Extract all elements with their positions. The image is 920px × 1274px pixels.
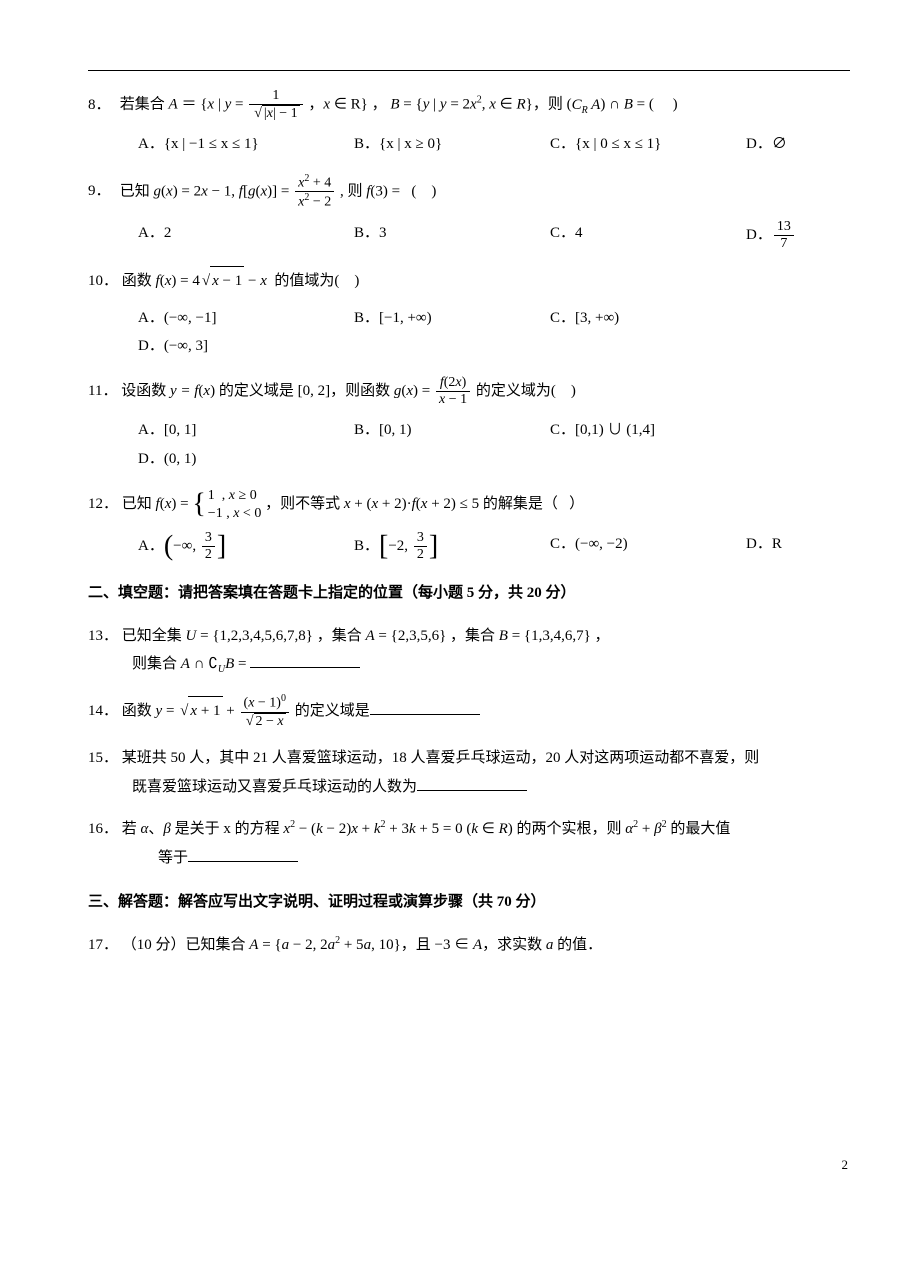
q10-opt-a: A．(−∞, −1]	[138, 304, 308, 333]
q13-line2: 则集合 A ∩ ∁UB =	[132, 650, 850, 679]
question-12: 12． 已知 f(x) = {1 , x ≥ 0−1 , x < 0 ，则不等式…	[88, 487, 850, 522]
q14-num: 14．	[88, 697, 118, 726]
page-number: 2	[842, 1153, 849, 1178]
top-rule	[88, 70, 850, 71]
q16-line2: 等于	[158, 844, 850, 873]
section-3-heading: 三、解答题：解答应写出文字说明、证明过程或演算步骤（共 70 分）	[88, 888, 850, 917]
q8-opt-d: D．∅	[746, 130, 787, 159]
q9-opt-b: B．3	[354, 219, 504, 252]
question-9: 9． 已知 g(x) = 2x − 1, f[g(x)] = x2 + 4x2 …	[88, 173, 850, 212]
q8-opt-c: C．{x | 0 ≤ x ≤ 1}	[550, 130, 700, 159]
question-15: 15． 某班共 50 人，其中 21 人喜爱篮球运动，18 人喜爱乒乓球运动，2…	[88, 744, 850, 801]
q12-num: 12．	[88, 490, 118, 519]
q17-num: 17．	[88, 931, 118, 960]
q12-opt-c: C．(−∞, −2)	[550, 530, 700, 563]
q12-opt-b: B．[−2, 32]	[354, 530, 504, 563]
q15-line1: 某班共 50 人，其中 21 人喜爱篮球运动，18 人喜爱乒乓球运动，20 人对…	[122, 750, 760, 766]
question-17: 17． （10 分）已知集合 A = {a − 2, 2a2 + 5a, 10}…	[88, 931, 850, 960]
q11-opt-c: C．[0,1) ∪ (1,4]	[550, 416, 700, 445]
q16-blank	[188, 846, 298, 862]
question-11: 11． 设函数 y = f(x) 的定义域是 [0, 2]，则函数 g(x) =…	[88, 375, 850, 408]
q9-opt-c: C．4	[550, 219, 700, 252]
question-16: 16． 若 α、β 是关于 x 的方程 x2 − (k − 2)x + k2 +…	[88, 815, 850, 872]
q10-options: A．(−∞, −1] B．[−1, +∞) C．[3, +∞) D．(−∞, 3…	[138, 304, 850, 361]
q10-opt-b: B．[−1, +∞)	[354, 304, 504, 333]
q10-opt-d: D．(−∞, 3]	[138, 332, 208, 361]
q8-opt-b: B．{x | x ≥ 0}	[354, 130, 504, 159]
q14-blank	[370, 699, 480, 715]
q13-num: 13．	[88, 622, 118, 651]
q11-opt-d: D．(0, 1)	[138, 445, 196, 474]
q15-blank	[417, 775, 527, 791]
q15-line2: 既喜爱篮球运动又喜爱乒乓球运动的人数为	[132, 773, 850, 802]
q10-opt-c: C．[3, +∞)	[550, 304, 700, 333]
question-13: 13． 已知全集 U = {1,2,3,4,5,6,7,8} ，集合 A = {…	[88, 622, 850, 680]
q12-options: A．(−∞, 32] B．[−2, 32] C．(−∞, −2) D．R	[138, 530, 850, 563]
question-8: 8． 若集合 A ＝ {x | y = 1|x| − 1 ，x ∈ R} ， B…	[88, 88, 850, 122]
q12-opt-d: D．R	[746, 530, 782, 563]
q10-num: 10．	[88, 267, 118, 296]
question-10: 10． 函数 f(x) = 4x − 1 − x 的值域为( )	[88, 266, 850, 296]
q8-options: A．{x | −1 ≤ x ≤ 1} B．{x | x ≥ 0} C．{x | …	[138, 130, 850, 159]
q11-opt-a: A．[0, 1]	[138, 416, 308, 445]
q9-num: 9．	[88, 177, 116, 206]
q11-options: A．[0, 1] B．[0, 1) C．[0,1) ∪ (1,4] D．(0, …	[138, 416, 850, 473]
q8-opt-a: A．{x | −1 ≤ x ≤ 1}	[138, 130, 308, 159]
q9-opt-d: D．137	[746, 219, 796, 252]
q13-blank	[250, 652, 360, 668]
q11-opt-b: B．[0, 1)	[354, 416, 504, 445]
q12-opt-a: A．(−∞, 32]	[138, 530, 308, 563]
q15-num: 15．	[88, 744, 118, 773]
q9-options: A．2 B．3 C．4 D．137	[138, 219, 850, 252]
q11-num: 11．	[88, 377, 117, 406]
question-14: 14． 函数 y = x + 1 + (x − 1)02 − x 的定义域是	[88, 693, 850, 730]
q9-opt-a: A．2	[138, 219, 308, 252]
section-2-heading: 二、填空题：请把答案填在答题卡上指定的位置（每小题 5 分，共 20 分）	[88, 579, 850, 608]
q16-num: 16．	[88, 815, 118, 844]
q8-num: 8．	[88, 91, 116, 120]
